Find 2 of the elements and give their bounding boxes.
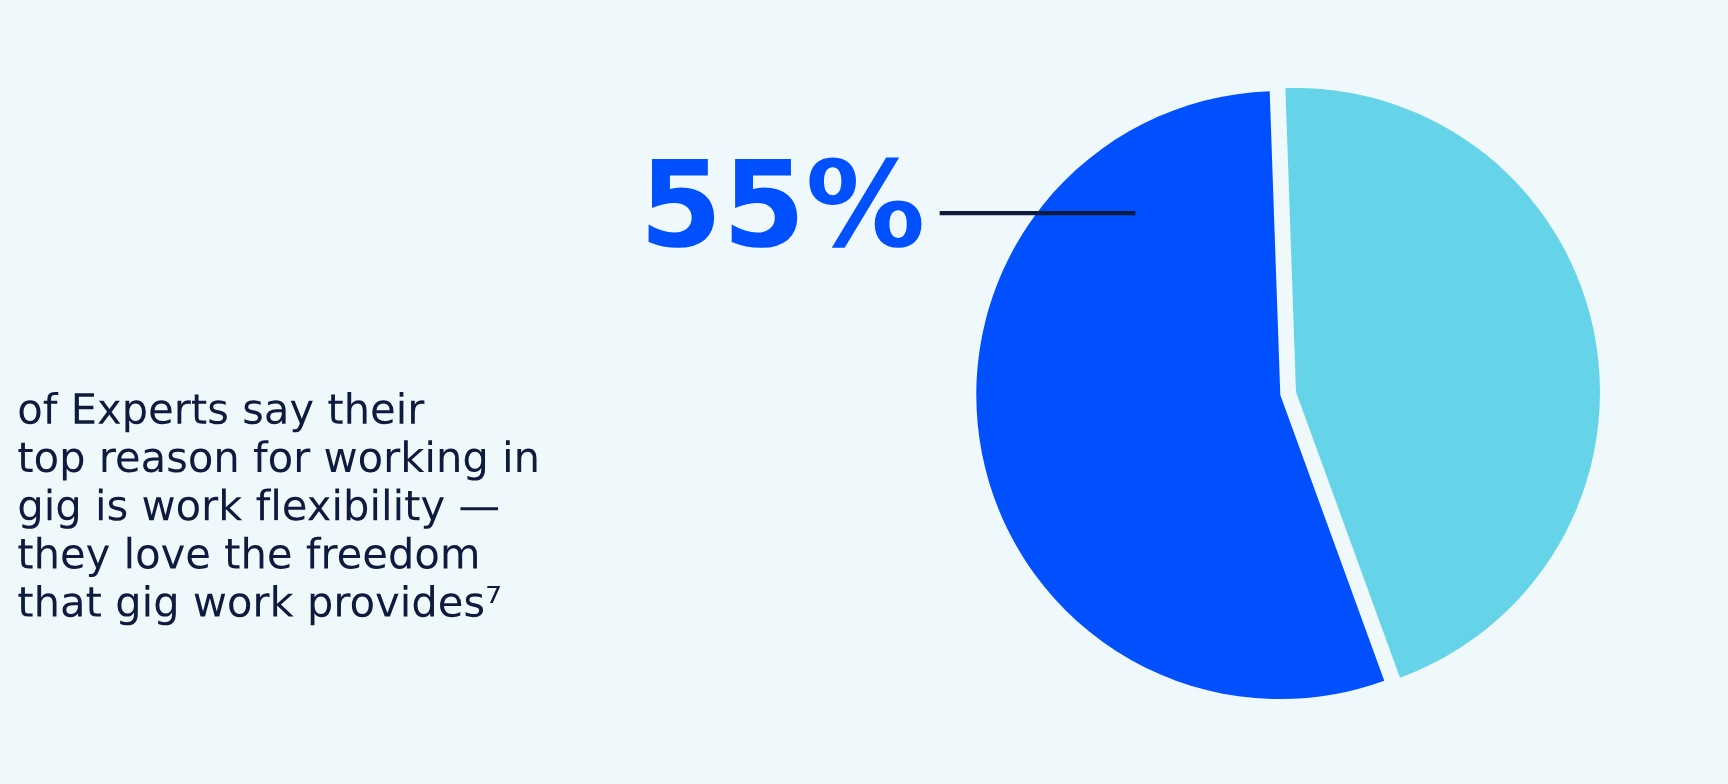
text: of Experts say their top reason for working in gig is work flexibility — they love the freedom that gig work provides⁷	[18, 392, 537, 626]
data-label: 55%	[648, 157, 922, 248]
